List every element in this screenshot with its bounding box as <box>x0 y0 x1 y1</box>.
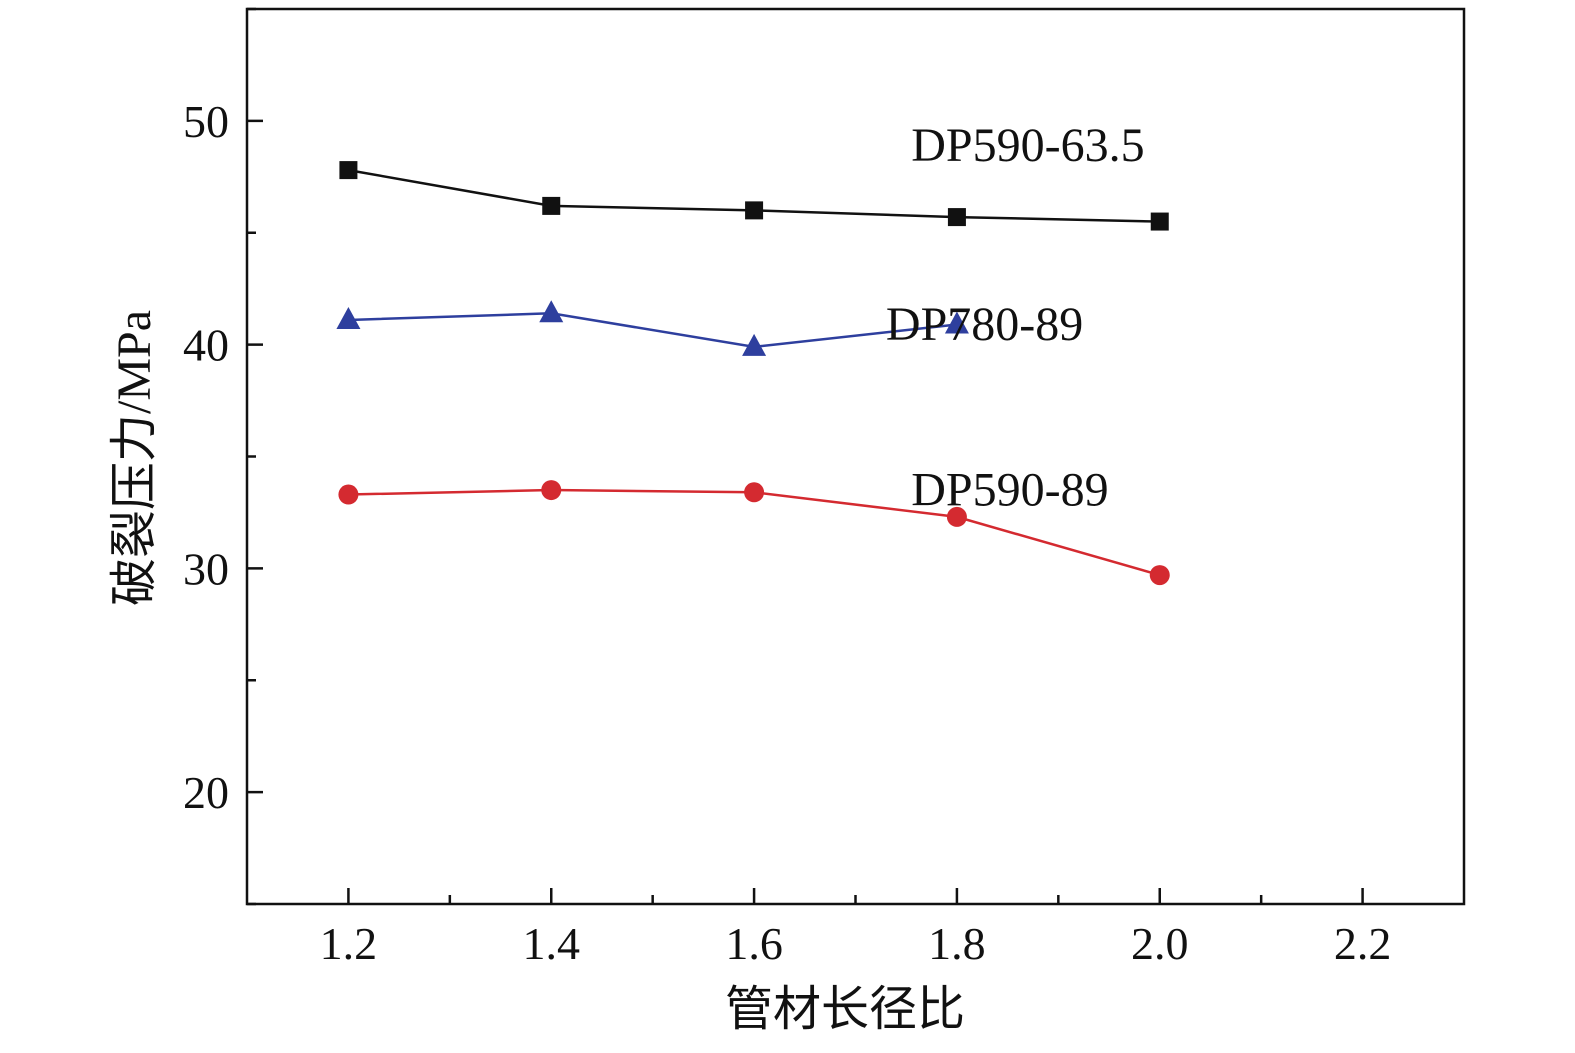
data-point <box>542 196 561 215</box>
series-line <box>348 312 958 349</box>
data-point <box>744 482 765 503</box>
series-DP780-89 <box>336 300 969 356</box>
data-point <box>742 333 767 356</box>
data-point <box>946 506 967 527</box>
data-point <box>947 208 966 227</box>
data-point <box>944 311 969 334</box>
x-tick-label: 1.2 <box>320 918 378 969</box>
x-axis-ticks: 1.2 1.4 1.6 1.8 2.0 2.2 <box>320 888 1392 969</box>
series-DP590-63.5 <box>339 161 1169 231</box>
data-point <box>1149 565 1170 586</box>
y-tick-label: 40 <box>183 320 229 371</box>
data-point <box>1150 212 1169 231</box>
y-tick-label: 50 <box>183 96 229 147</box>
y-axis-title: 破裂压力/MPa <box>108 310 161 606</box>
data-point <box>339 161 358 180</box>
x-tick-label: 1.4 <box>523 918 581 969</box>
x-axis-title: 管材长径比 <box>725 983 965 1036</box>
data-point <box>336 307 361 330</box>
series-label: DP590-63.5 <box>911 119 1144 172</box>
series-DP590-89 <box>338 480 1170 586</box>
series-label: DP780-89 <box>886 298 1083 351</box>
x-tick-label: 1.6 <box>725 918 783 969</box>
x-tick-label: 2.0 <box>1131 918 1189 969</box>
plot-frame <box>245 7 1466 906</box>
y-tick-label: 20 <box>183 767 229 818</box>
x-tick-label: 2.2 <box>1334 918 1392 969</box>
series-label: DP590-89 <box>911 464 1108 517</box>
y-axis-ticks: 20 30 40 50 <box>183 7 263 906</box>
x-tick-label: 1.8 <box>928 918 986 969</box>
series-layer <box>336 161 1170 586</box>
data-point <box>338 484 359 505</box>
y-tick-label: 30 <box>183 543 229 594</box>
data-point <box>541 480 562 501</box>
data-point <box>745 201 764 220</box>
series-labels: DP590-63.5 DP780-89 DP590-89 <box>886 119 1145 517</box>
data-point <box>539 300 564 323</box>
